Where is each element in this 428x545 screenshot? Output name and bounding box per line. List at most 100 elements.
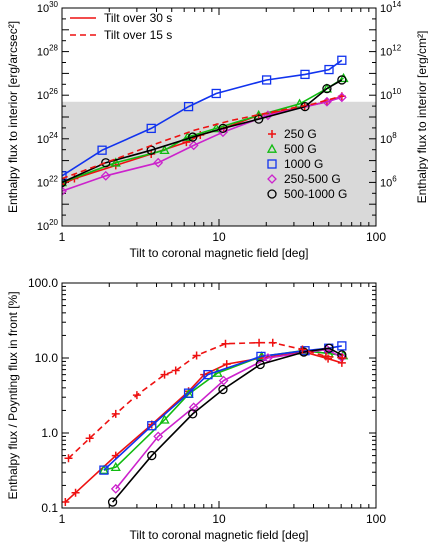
y-tick-label: 1028 xyxy=(37,44,59,59)
y-tick-label-right-base: 10 xyxy=(380,90,392,102)
marker-legend-symbol xyxy=(267,189,277,199)
series-500-1000-g-point xyxy=(299,347,309,357)
marker-legend-label: 500-1000 G xyxy=(284,187,347,201)
marker-legend-label: 250-500 G xyxy=(284,172,341,186)
series-1000-g-point xyxy=(99,465,109,475)
series-250-g-point xyxy=(71,488,80,497)
y-tick-label-right-exp: 12 xyxy=(392,44,401,53)
series-500-g-point xyxy=(110,461,121,472)
series-500-1000-g-point xyxy=(62,177,67,188)
series-250-500-g-point xyxy=(62,186,67,196)
y-tick-label-exp: 20 xyxy=(49,218,58,227)
series-500-1000-g-point xyxy=(324,343,334,353)
series-250-500-g-point xyxy=(218,375,229,386)
plot-frame xyxy=(61,282,377,509)
y-tick-label-right-exp: 6 xyxy=(392,174,397,183)
series-500-1000-g-point xyxy=(147,450,157,461)
dashed-series-point xyxy=(160,370,169,379)
series-500-1000-g-line xyxy=(111,347,343,503)
series-500-g-point xyxy=(110,157,121,167)
y-tick-label-right: 1014 xyxy=(380,0,402,15)
series-250-500-g-point xyxy=(110,483,121,494)
y-tick-label-right-base: 10 xyxy=(380,177,392,189)
y-axis-label-right: Enthalpy flux to interior [erg/cm²] xyxy=(415,31,428,204)
dashed-series-point xyxy=(132,391,141,400)
series-1000-g-point xyxy=(324,64,334,75)
y-tick-label-base: 10 xyxy=(37,3,49,15)
dashed-series-line xyxy=(67,341,343,459)
dashed-series-point xyxy=(64,454,73,463)
y-tick-label-exp: 24 xyxy=(49,131,58,140)
y-tick-label: 100.0 xyxy=(28,276,58,290)
series-250-500-g-line xyxy=(62,96,343,192)
series-500-1000-g-point xyxy=(218,123,228,134)
x-tick-label: 10 xyxy=(212,230,226,244)
series-250-500-g-point xyxy=(153,431,164,442)
x-tick-label: 1 xyxy=(59,512,66,526)
series-250-500-g-point xyxy=(153,157,164,168)
series-1000-g-point xyxy=(183,101,194,112)
series-250-g-point xyxy=(222,360,231,369)
plot-area xyxy=(62,55,349,196)
series-500-1000-g-point xyxy=(218,384,228,395)
y-tick-label-right-exp: 8 xyxy=(392,131,397,140)
dashed-series-point xyxy=(255,338,264,347)
series-1000-g-point xyxy=(300,69,310,80)
x-axis-label: Tilt to coronal magnetic field [deg] xyxy=(130,246,309,260)
dashed-series-point xyxy=(85,434,94,443)
series-1000-g-point xyxy=(211,88,221,99)
axis-ticks xyxy=(61,283,376,509)
dashed-series-point xyxy=(171,366,180,375)
series-500-1000-g-line xyxy=(62,79,343,184)
y-tick-label-base: 10 xyxy=(37,47,49,59)
series-250-g-point xyxy=(62,498,70,507)
series-1000-g-point xyxy=(147,421,157,431)
y-tick-label: 0.1 xyxy=(41,501,58,515)
y-tick-label: 1024 xyxy=(37,131,59,146)
series-1000-g-point xyxy=(97,145,107,155)
bottom-panel: 1 10 100 0.1 1.0 10.0 100.0 Tilt to coronal mag… xyxy=(6,276,386,542)
plot-area xyxy=(62,338,349,507)
axis-ticks xyxy=(61,7,376,227)
y-tick-label: 1020 xyxy=(37,218,59,233)
x-tick-label: 100 xyxy=(366,512,386,526)
y-tick-label-exp: 26 xyxy=(49,87,58,96)
series-250-500-g-point xyxy=(188,140,199,151)
marker-legend-symbol xyxy=(267,174,277,184)
y-tick-label-right-base: 10 xyxy=(380,3,392,15)
y-tick-label-right: 108 xyxy=(380,131,397,146)
x-axis-label: Tilt to coronal magnetic field [deg] xyxy=(130,528,309,542)
line-legend-label: Tilt over 30 s xyxy=(104,11,172,25)
dashed-series-point xyxy=(321,352,330,361)
series-1000-g-point xyxy=(337,55,347,65)
marker-legend-label: 250 G xyxy=(284,127,317,141)
series-500-1000-g-point xyxy=(188,409,198,419)
series-250-500-g-line xyxy=(115,348,343,490)
series-1000-g-point xyxy=(146,123,156,134)
dashed-series-point xyxy=(221,339,230,348)
marker-legend-symbol xyxy=(266,143,278,153)
y-tick-label-right: 1012 xyxy=(380,44,402,59)
series-1000-g-point xyxy=(261,75,272,85)
x-tick-label: 1 xyxy=(59,230,66,244)
y-tick-label-base: 10 xyxy=(37,90,49,102)
marker-legend-label: 500 G xyxy=(284,142,317,156)
y-tick-label-base: 10 xyxy=(37,221,49,233)
series-500-1000-g-point xyxy=(337,75,347,85)
y-tick-label-exp: 28 xyxy=(49,44,58,53)
series-500-1000-g-point xyxy=(188,132,198,142)
series-500-1000-g-point xyxy=(101,158,111,168)
y-tick-label-exp: 30 xyxy=(49,0,58,9)
series-1000-g-point xyxy=(183,388,194,398)
y-tick-label-right-base: 10 xyxy=(380,47,392,59)
line-legend-label: Tilt over 15 s xyxy=(104,28,172,42)
series-500-1000-g-point xyxy=(254,114,264,124)
y-tick-label: 1022 xyxy=(37,174,59,189)
dashed-series-point xyxy=(192,351,201,360)
y-tick-label-right-exp: 10 xyxy=(392,87,401,96)
x-tick-label: 10 xyxy=(212,512,226,526)
series-1000-g-point xyxy=(203,369,213,380)
series-500-1000-g-point xyxy=(255,359,265,370)
y-tick-label: 1026 xyxy=(37,87,59,102)
